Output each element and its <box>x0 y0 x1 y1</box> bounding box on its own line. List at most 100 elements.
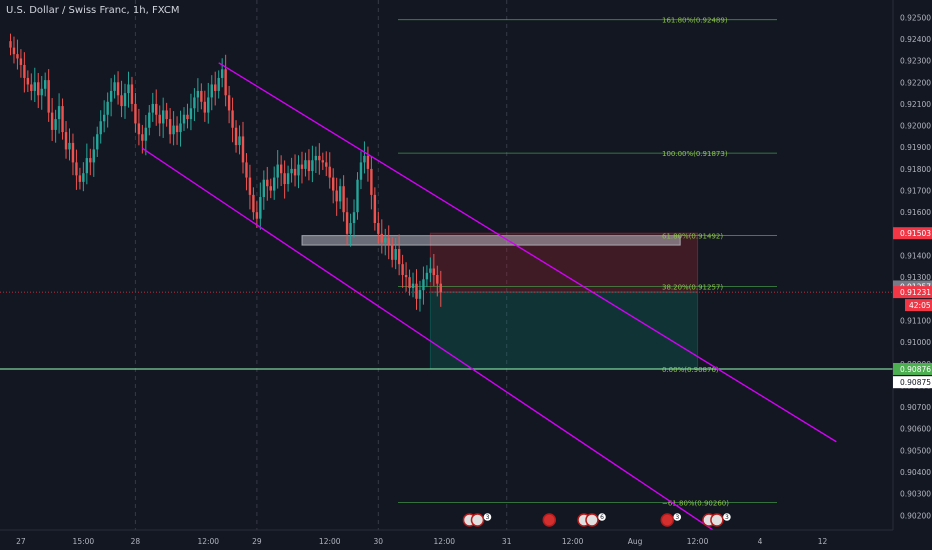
fib-level-label: 61.80%(0.91492) <box>662 233 723 241</box>
candle-body <box>200 90 203 102</box>
flag-us-icon <box>470 513 485 527</box>
candle-body <box>37 82 40 96</box>
candle-body <box>19 58 23 65</box>
candle-body <box>262 179 266 198</box>
candle-body <box>40 88 43 96</box>
candle-body <box>9 41 12 48</box>
fib-level-label: 161.80%(0.92489) <box>662 17 728 25</box>
event-badge <box>483 513 492 521</box>
candle-body <box>71 142 75 163</box>
candle-body <box>54 119 57 130</box>
event-badge-count: 3 <box>486 514 490 521</box>
candle-body <box>96 134 99 150</box>
price-tick-label: 0.92100 <box>900 100 931 109</box>
price-tick-label: 0.90200 <box>900 511 931 520</box>
countdown-tag <box>905 299 932 312</box>
candle-body <box>338 186 342 202</box>
candle-body <box>408 277 411 288</box>
price-tag <box>893 362 932 375</box>
candle-body <box>245 162 248 178</box>
candle-body <box>102 114 106 122</box>
time-tick-label: 12:00 <box>433 537 455 546</box>
candle-body <box>214 84 217 91</box>
candle-body <box>411 283 415 288</box>
candle-body <box>123 93 127 107</box>
candle-body <box>397 249 401 265</box>
price-tick-label: 0.92400 <box>900 35 931 44</box>
candle-body <box>210 84 213 98</box>
candle-body <box>352 212 356 224</box>
candle-body <box>158 114 161 124</box>
candle-body <box>92 149 95 163</box>
event-badge-count: 3 <box>725 514 729 521</box>
candle-body <box>78 175 82 182</box>
candle-body <box>120 95 123 107</box>
candle-body <box>415 283 418 299</box>
candle-body <box>439 283 442 293</box>
candle-body <box>57 106 61 120</box>
candle-body <box>148 112 151 128</box>
candle-body <box>283 173 286 185</box>
candle-body <box>141 134 144 141</box>
candle-body <box>109 90 113 102</box>
price-tag <box>893 286 932 299</box>
candle-body <box>196 90 200 98</box>
candle-body <box>401 264 404 275</box>
price-tick-label: 0.92300 <box>900 57 931 66</box>
candle-body <box>276 164 279 178</box>
candle-body <box>161 110 165 124</box>
candle-body <box>220 69 224 78</box>
candle-body <box>130 84 134 104</box>
time-tick-label: 12:00 <box>687 537 709 546</box>
time-tick-label: 12:00 <box>197 537 219 546</box>
flag-us-icon <box>585 513 599 527</box>
price-tick-label: 0.90600 <box>900 425 931 434</box>
candle-body <box>332 177 335 191</box>
candle-body <box>255 212 259 219</box>
candle-body <box>321 160 324 163</box>
candle-body <box>26 77 30 85</box>
channel-lower-line <box>141 147 723 537</box>
flag-ch-icon <box>542 513 557 527</box>
time-tick-label: 12:00 <box>562 537 584 546</box>
candle-body <box>391 244 394 260</box>
candle-body <box>370 168 373 195</box>
fib-level-label: 0.00%(0.90876) <box>662 366 719 374</box>
time-tick-label: 12:00 <box>319 537 341 546</box>
time-axis <box>0 530 932 550</box>
candle-body <box>373 194 377 224</box>
event-badge <box>723 513 731 521</box>
candle-body <box>335 190 338 202</box>
candle-body <box>356 179 359 213</box>
candle-body <box>113 82 116 91</box>
candle-body <box>207 97 210 113</box>
price-tick-label: 0.91700 <box>900 187 931 196</box>
candle-body <box>47 80 50 113</box>
price-tick-label: 0.90700 <box>900 403 931 412</box>
resistance-zone <box>301 235 681 246</box>
candle-body <box>345 212 349 234</box>
candle-body <box>384 238 387 243</box>
take-profit-zone <box>429 291 699 370</box>
candle-body <box>273 177 276 191</box>
candle-body <box>193 97 196 109</box>
candle-body <box>75 162 78 176</box>
event-badge <box>673 513 682 521</box>
time-tick-label: 30 <box>374 537 384 546</box>
candle-body <box>432 268 436 275</box>
candle-body <box>234 127 238 146</box>
price-tick-label: 0.91900 <box>900 143 931 152</box>
flag-ch-icon <box>660 513 675 527</box>
event-badge-count: 3 <box>675 514 679 521</box>
candle-body <box>404 274 408 278</box>
candle-body <box>44 80 47 89</box>
price-tick-label: 0.91100 <box>900 316 931 325</box>
countdown-label: 42:05 <box>909 301 931 310</box>
price-tick-label: 0.91600 <box>900 208 931 217</box>
candle-body <box>137 123 141 135</box>
candle-body <box>248 177 252 195</box>
price-tag-label: 0.90875 <box>900 378 931 387</box>
event-badge-count: 6 <box>600 514 604 521</box>
candle-body <box>106 101 109 115</box>
